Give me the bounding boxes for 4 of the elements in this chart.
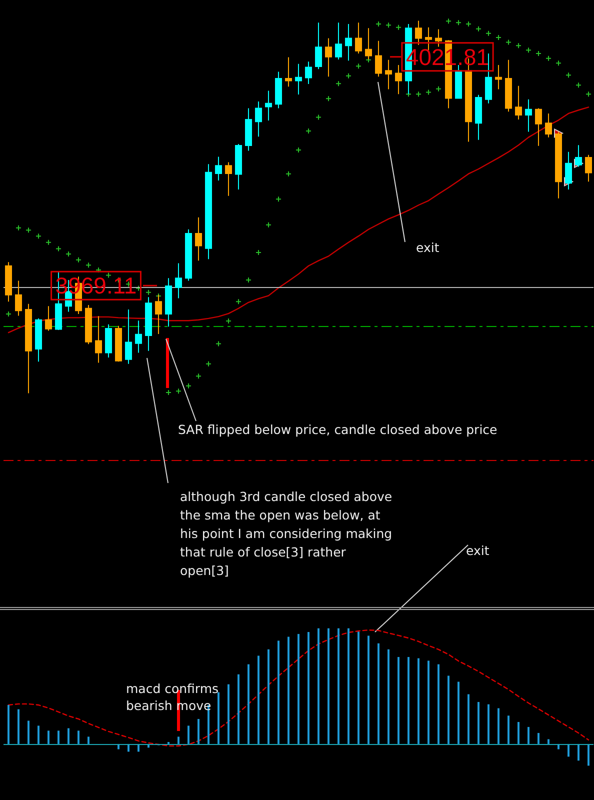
text: exit bbox=[466, 542, 490, 558]
text: SAR flipped below price, candle closed above price bbox=[178, 422, 498, 437]
text: although 3rd candle closed above the sma the open was below, at his point I am considering making that rule of close[3] rather open[3] bbox=[180, 488, 392, 578]
annotation: exit bbox=[416, 240, 440, 255]
